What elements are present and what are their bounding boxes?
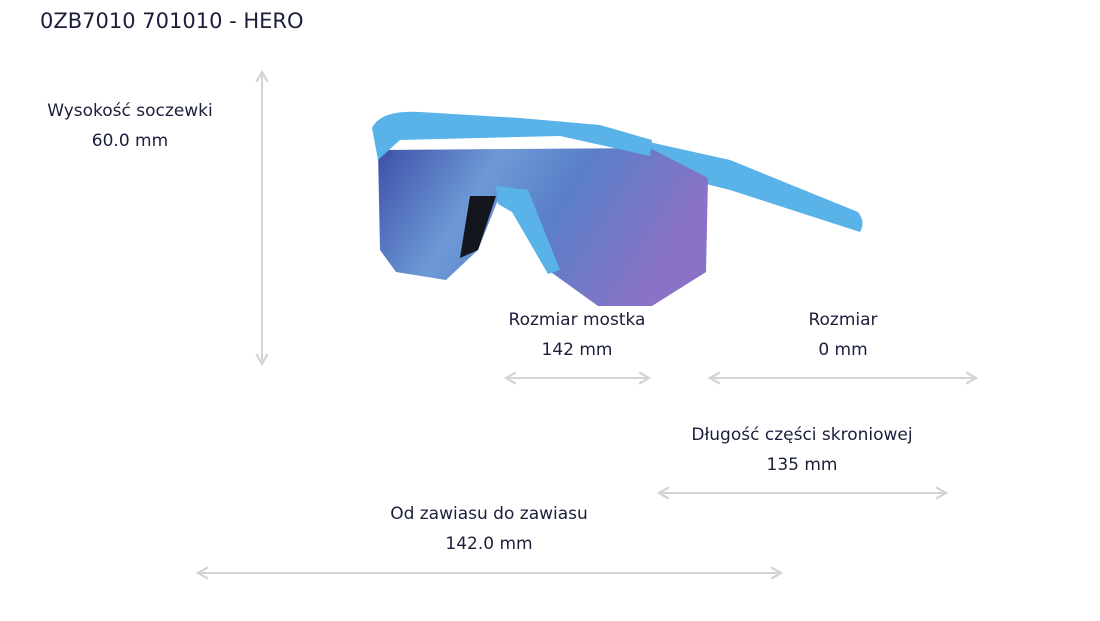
bridge [496, 186, 560, 274]
measure-value: 0 mm [818, 340, 867, 360]
frame-top [372, 111, 652, 160]
measure-value: 142.0 mm [445, 534, 532, 554]
temple [640, 140, 863, 232]
measure-label: Wysokość soczewki [47, 101, 213, 121]
measure-label: Od zawiasu do zawiasu [390, 504, 588, 524]
measure-label: Rozmiar [808, 310, 877, 330]
measure-value: 135 mm [767, 455, 838, 475]
measure-value: 142 mm [542, 340, 613, 360]
glasses-image [372, 111, 863, 306]
measure-value: 60.0 mm [92, 131, 168, 151]
product-title: 0ZB7010 701010 - HERO [40, 9, 304, 33]
measure-label: Rozmiar mostka [509, 310, 646, 330]
nose-pad [460, 196, 496, 258]
lens [378, 148, 708, 306]
measure-label: Długość części skroniowej [691, 425, 912, 445]
